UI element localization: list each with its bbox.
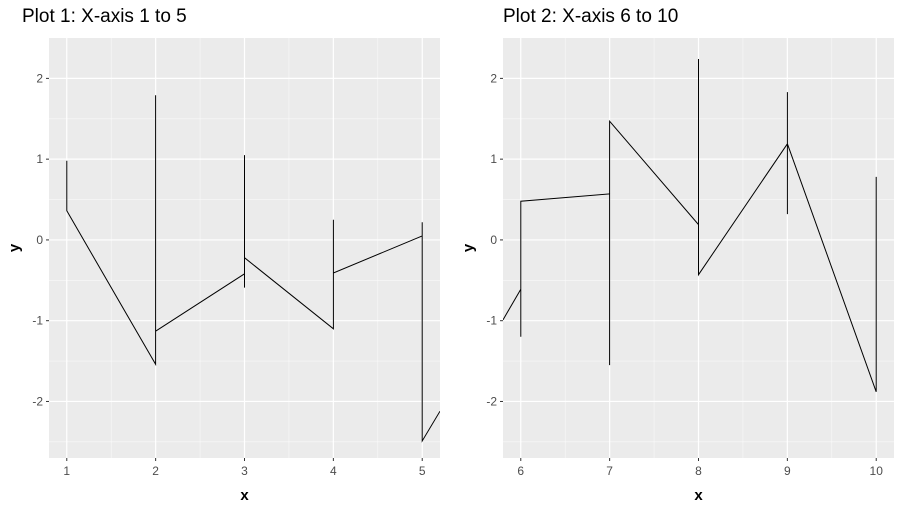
y-tick-label: 1 — [36, 152, 43, 166]
y-tick-label: 2 — [36, 71, 43, 85]
data-line — [503, 59, 877, 392]
y-tick-label: 1 — [490, 152, 497, 166]
y-tick-label: 2 — [490, 71, 497, 85]
plot-1-chart: 1 2 3 4 5 -2 -1 0 1 2 x y — [6, 38, 440, 504]
x-tick-label: 7 — [606, 464, 613, 478]
x-axis-title: x — [240, 487, 249, 504]
plot-2-title: Plot 2: X-axis 6 to 10 — [503, 6, 679, 27]
data-line — [66, 95, 440, 443]
plot-2-panel: Plot 2: X-axis 6 to 10 6 7 8 9 10 -2 -1 0 1 2 x y — [452, 0, 903, 512]
x-tick-label: 1 — [63, 464, 70, 478]
x-tick-label: 9 — [784, 464, 791, 478]
x-tick-label: 6 — [517, 464, 524, 478]
y-tick-label: 0 — [490, 233, 497, 247]
y-tick-label: -1 — [32, 314, 43, 328]
x-tick-label: 2 — [152, 464, 159, 478]
y-tick-label: -1 — [486, 314, 497, 328]
plot-1-panel: Plot 1: X-axis 1 to 5 1 2 3 4 5 -2 -1 0 1 2 x y — [6, 6, 440, 504]
x-axis-title: x — [694, 487, 703, 504]
plot-1-title: Plot 1: X-axis 1 to 5 — [22, 6, 187, 27]
y-axis-title: y — [460, 243, 477, 252]
x-tick-label: 4 — [330, 464, 337, 478]
plot-2-chart: 6 7 8 9 10 -2 -1 0 1 2 x y — [460, 38, 894, 504]
x-tick-label: 8 — [695, 464, 702, 478]
x-tick-label: 5 — [419, 464, 426, 478]
y-tick-label: -2 — [486, 394, 497, 408]
x-tick-label: 3 — [241, 464, 248, 478]
y-tick-label: -2 — [32, 394, 43, 408]
y-axis-title: y — [6, 243, 23, 252]
y-tick-label: 0 — [36, 233, 43, 247]
x-tick-label: 10 — [870, 464, 884, 478]
